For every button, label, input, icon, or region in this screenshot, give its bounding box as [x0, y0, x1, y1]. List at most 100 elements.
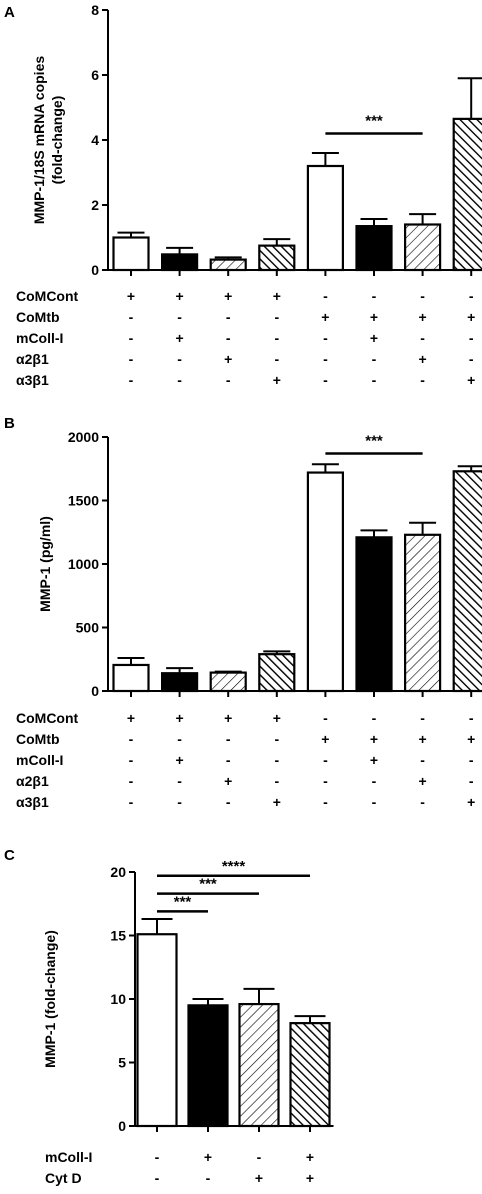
bar [238, 1002, 280, 1128]
y-tick-label: 0 [91, 683, 99, 699]
condition-mark: - [323, 710, 328, 726]
condition-mark: - [129, 309, 134, 325]
condition-mark: + [370, 731, 378, 747]
condition-mark: - [372, 351, 377, 367]
condition-mark: - [469, 288, 474, 304]
y-tick-label: 10 [110, 991, 126, 1007]
condition-mark: - [372, 794, 377, 810]
condition-mark: + [419, 351, 427, 367]
bar [112, 236, 150, 272]
condition-mark: + [419, 309, 427, 325]
condition-mark: - [469, 351, 474, 367]
y-tick-label: 1500 [68, 493, 99, 509]
bar [452, 117, 482, 272]
condition-mark: - [129, 731, 134, 747]
y-tick-label: 4 [91, 132, 99, 148]
condition-label: mColl-I [16, 330, 63, 346]
condition-mark: - [372, 372, 377, 388]
condition-label: α3β1 [16, 794, 49, 810]
condition-label: CoMtb [16, 731, 60, 747]
y-tick-label: 0 [118, 1118, 126, 1134]
condition-mark: - [274, 309, 279, 325]
condition-mark: - [323, 288, 328, 304]
condition-mark: - [155, 1170, 160, 1186]
condition-mark: + [273, 710, 281, 726]
condition-mark: - [129, 330, 134, 346]
condition-mark: + [224, 773, 232, 789]
condition-mark: - [129, 372, 134, 388]
condition-mark: - [129, 794, 134, 810]
condition-mark: - [372, 288, 377, 304]
condition-mark: - [155, 1149, 160, 1165]
condition-mark: - [129, 351, 134, 367]
condition-mark: + [176, 710, 184, 726]
condition-mark: - [372, 773, 377, 789]
condition-label: α3β1 [16, 372, 49, 388]
condition-mark: - [420, 372, 425, 388]
bar [209, 258, 247, 272]
condition-mark: - [274, 731, 279, 747]
panel-letter: A [4, 4, 15, 21]
condition-mark: + [467, 372, 475, 388]
condition-mark: + [467, 794, 475, 810]
condition-mark: + [204, 1149, 212, 1165]
bar [258, 653, 296, 693]
y-axis-label: MMP-1 (pg/ml) [37, 516, 53, 612]
panel-b: B 0 500 1000 1500 2000 MMP-1 (pg/ml) *** CoMCont… [4, 415, 482, 810]
condition-mark: - [323, 330, 328, 346]
y-tick-label: 5 [118, 1055, 126, 1071]
condition-mark: - [469, 330, 474, 346]
bar [136, 933, 178, 1128]
condition-mark: + [467, 731, 475, 747]
condition-mark: + [306, 1149, 314, 1165]
condition-mark: + [370, 752, 378, 768]
condition-mark: - [177, 731, 182, 747]
y-axis-label-line: MMP-1 (pg/ml) [37, 516, 53, 612]
condition-mark: + [467, 309, 475, 325]
condition-mark: - [177, 372, 182, 388]
bar [404, 223, 442, 272]
bar [306, 164, 344, 272]
condition-label: α2β1 [16, 773, 49, 789]
condition-mark: - [177, 794, 182, 810]
panel-letter: C [4, 847, 15, 864]
condition-mark: + [224, 288, 232, 304]
bar [161, 672, 199, 693]
condition-mark: + [273, 288, 281, 304]
condition-mark: - [274, 351, 279, 367]
condition-mark: - [420, 288, 425, 304]
condition-mark: - [177, 309, 182, 325]
condition-mark: - [226, 752, 231, 768]
bar [404, 533, 442, 693]
condition-mark: + [273, 794, 281, 810]
significance-label: *** [365, 113, 383, 130]
significance-label: *** [174, 893, 192, 910]
condition-mark: + [176, 330, 184, 346]
bar [306, 471, 344, 693]
condition-mark: + [127, 288, 135, 304]
y-tick-label: 20 [110, 864, 126, 880]
condition-mark: - [469, 773, 474, 789]
condition-mark: - [274, 752, 279, 768]
y-tick-label: 1000 [68, 556, 99, 572]
significance-label: *** [199, 876, 217, 893]
bar [258, 244, 296, 272]
condition-mark: - [129, 773, 134, 789]
bar [355, 536, 393, 693]
bar [161, 253, 199, 272]
bar [289, 1022, 331, 1128]
condition-label: CoMtb [16, 309, 60, 325]
condition-label: α2β1 [16, 351, 49, 367]
condition-mark: - [420, 752, 425, 768]
significance-label: *** [365, 433, 383, 450]
condition-mark: - [274, 773, 279, 789]
panel-a: A 0 2 4 6 8 MMP-1/18S mRNA copies (fold-change)… [4, 2, 482, 388]
y-tick-label: 0 [91, 262, 99, 278]
condition-mark: - [257, 1149, 262, 1165]
y-tick-label: 6 [91, 67, 99, 83]
condition-mark: + [176, 288, 184, 304]
condition-mark: - [177, 351, 182, 367]
condition-mark: - [469, 752, 474, 768]
condition-mark: - [372, 710, 377, 726]
significance-label: **** [222, 858, 246, 875]
